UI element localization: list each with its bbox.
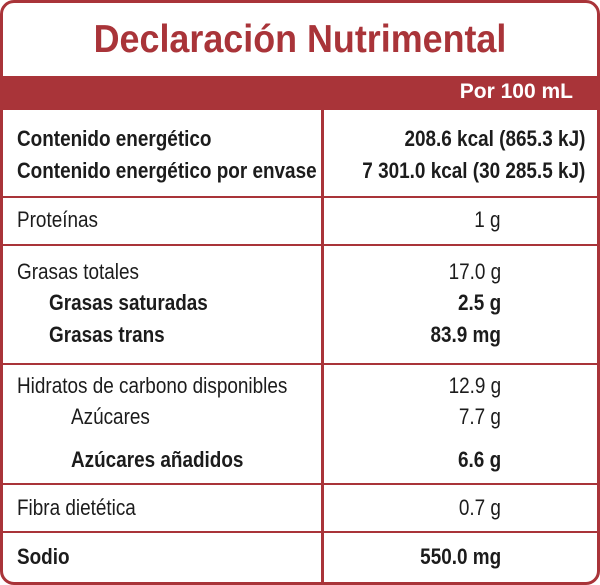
per-serving-header: Por 100 mL — [459, 80, 573, 103]
divider-fats — [3, 363, 597, 365]
divider-header — [3, 107, 597, 110]
proteins-label: Proteínas — [17, 207, 98, 232]
header-bar: Por 100 mL — [3, 76, 597, 107]
divider-carbs — [3, 483, 597, 485]
sugars-value: 7.7 g — [458, 404, 501, 429]
energy-value: 208.6 kcal (865.3 kJ) — [404, 126, 585, 151]
carbs-value: 12.9 g — [448, 373, 501, 398]
energy-per-package-label: Contenido energético por envase — [17, 158, 317, 183]
proteins-value: 1 g — [474, 207, 501, 232]
sugars-label: Azúcares — [71, 404, 150, 429]
sodium-value: 550.0 mg — [420, 544, 501, 569]
saturated-fat-value: 2.5 g — [457, 290, 501, 315]
sodium-label: Sodio — [17, 544, 70, 569]
added-sugars-value: 6.6 g — [457, 447, 501, 472]
carbs-label: Hidratos de carbono disponibles — [17, 373, 288, 398]
energy-label: Contenido energético — [17, 126, 212, 151]
fiber-label: Fibra dietética — [17, 495, 136, 520]
column-divider — [321, 107, 324, 582]
fiber-value: 0.7 g — [458, 495, 501, 520]
energy-per-package-value: 7 301.0 kcal (30 285.5 kJ) — [361, 158, 585, 183]
saturated-fat-label: Grasas saturadas — [49, 290, 208, 315]
trans-fat-label: Grasas trans — [49, 322, 165, 347]
divider-fiber — [3, 531, 597, 533]
trans-fat-value: 83.9 mg — [430, 322, 501, 347]
total-fat-value: 17.0 g — [448, 259, 501, 284]
divider-energy — [3, 196, 597, 198]
divider-proteins — [3, 244, 597, 246]
total-fat-label: Grasas totales — [17, 259, 139, 284]
label-title: Declaración Nutrimental — [93, 18, 507, 61]
added-sugars-label: Azúcares añadidos — [71, 447, 244, 472]
